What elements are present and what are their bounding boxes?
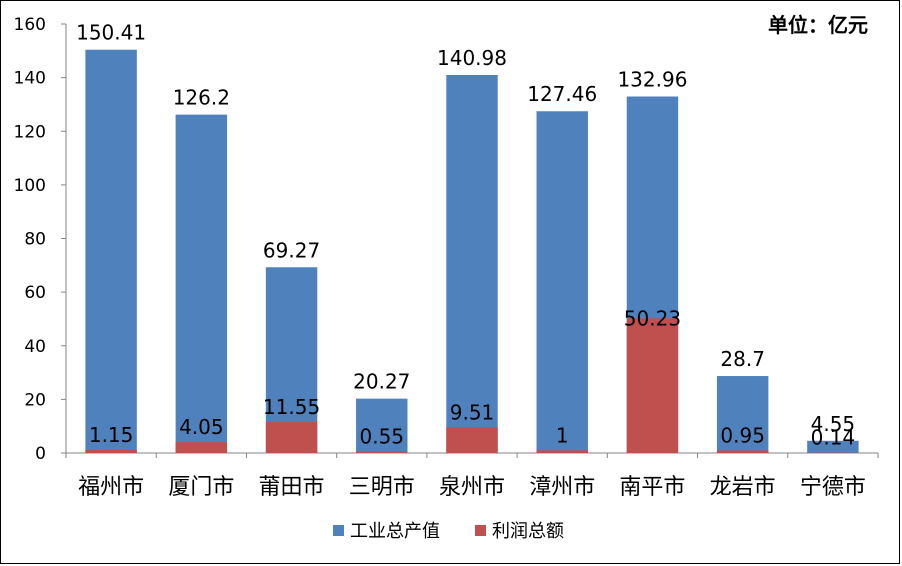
y-tick-label: 120 <box>14 122 46 142</box>
legend-label: 工业总产值 <box>350 521 440 542</box>
unit-label: 单位：亿元 <box>768 13 868 37</box>
y-tick-label: 60 <box>24 283 46 303</box>
bar-total-profit <box>716 450 769 453</box>
bar-total-profit <box>446 427 498 453</box>
data-label-total-profit: 0.14 <box>811 426 856 450</box>
data-label-total-profit: 9.51 <box>450 401 495 425</box>
data-label-total-profit: 1.15 <box>89 423 134 447</box>
y-tick-label: 160 <box>14 15 46 35</box>
data-label-total-profit: 0.95 <box>720 423 765 447</box>
bar-industrial-output <box>807 440 859 453</box>
legend-swatch <box>333 525 344 536</box>
data-label-industrial-output: 28.7 <box>720 347 765 371</box>
legend-swatch <box>475 525 486 536</box>
y-tick-label: 20 <box>24 390 46 410</box>
bar-total-profit <box>85 449 137 453</box>
bar-industrial-output <box>536 111 588 454</box>
x-category-label: 福州市 <box>78 475 144 500</box>
data-label-total-profit: 11.55 <box>263 395 320 419</box>
y-tick-label: 40 <box>24 337 46 357</box>
data-label-total-profit: 4.05 <box>179 415 224 439</box>
bar-total-profit <box>626 318 679 453</box>
data-label-industrial-output: 127.46 <box>527 82 597 106</box>
x-category-label: 莆田市 <box>259 475 325 500</box>
data-label-industrial-output: 126.2 <box>173 86 230 110</box>
data-label-industrial-output: 69.27 <box>263 238 320 262</box>
legend-label: 利润总额 <box>492 521 564 542</box>
data-label-industrial-output: 20.27 <box>353 370 410 394</box>
x-category-label: 宁德市 <box>800 475 866 500</box>
bar-industrial-output <box>175 114 228 453</box>
bar-industrial-output <box>85 49 137 453</box>
data-label-total-profit: 0.55 <box>360 425 405 449</box>
bar-industrial-output <box>356 398 408 453</box>
x-category-label: 泉州市 <box>439 475 505 500</box>
bar-total-profit <box>265 422 318 453</box>
x-category-label: 南平市 <box>619 475 685 500</box>
y-tick-label: 0 <box>35 444 46 464</box>
data-label-industrial-output: 150.41 <box>76 21 146 45</box>
bar-industrial-output <box>716 376 769 453</box>
x-category-label: 龙岩市 <box>710 475 776 500</box>
x-category-label: 厦门市 <box>168 475 234 500</box>
y-tick-label: 80 <box>24 230 46 250</box>
data-labels: 150.411.15126.24.0569.2711.5520.270.5514… <box>76 21 855 450</box>
y-tick-label: 140 <box>14 69 46 89</box>
bar-total-profit <box>536 450 588 453</box>
data-label-industrial-output: 4.55 <box>811 412 856 436</box>
data-label-industrial-output: 132.96 <box>617 68 687 92</box>
bar-industrial-output <box>446 74 498 453</box>
axes: 0 20 40 60 80 100 120 140 160 福州市 厦门市 莆田市 三明市 泉州市 漳州市南… <box>14 15 879 500</box>
legend: 工业总产值 利润总额 <box>333 521 564 542</box>
bar-total-profit <box>175 442 228 453</box>
bar-total-profit <box>356 451 408 453</box>
y-tick-label: 100 <box>14 176 46 196</box>
data-label-total-profit: 50.23 <box>624 306 681 330</box>
x-category-label: 漳州市 <box>529 475 595 500</box>
data-label-total-profit: 1 <box>556 423 569 447</box>
x-category-label: 三明市 <box>349 475 415 500</box>
data-label-industrial-output: 140.98 <box>437 46 507 70</box>
bars <box>85 49 859 454</box>
